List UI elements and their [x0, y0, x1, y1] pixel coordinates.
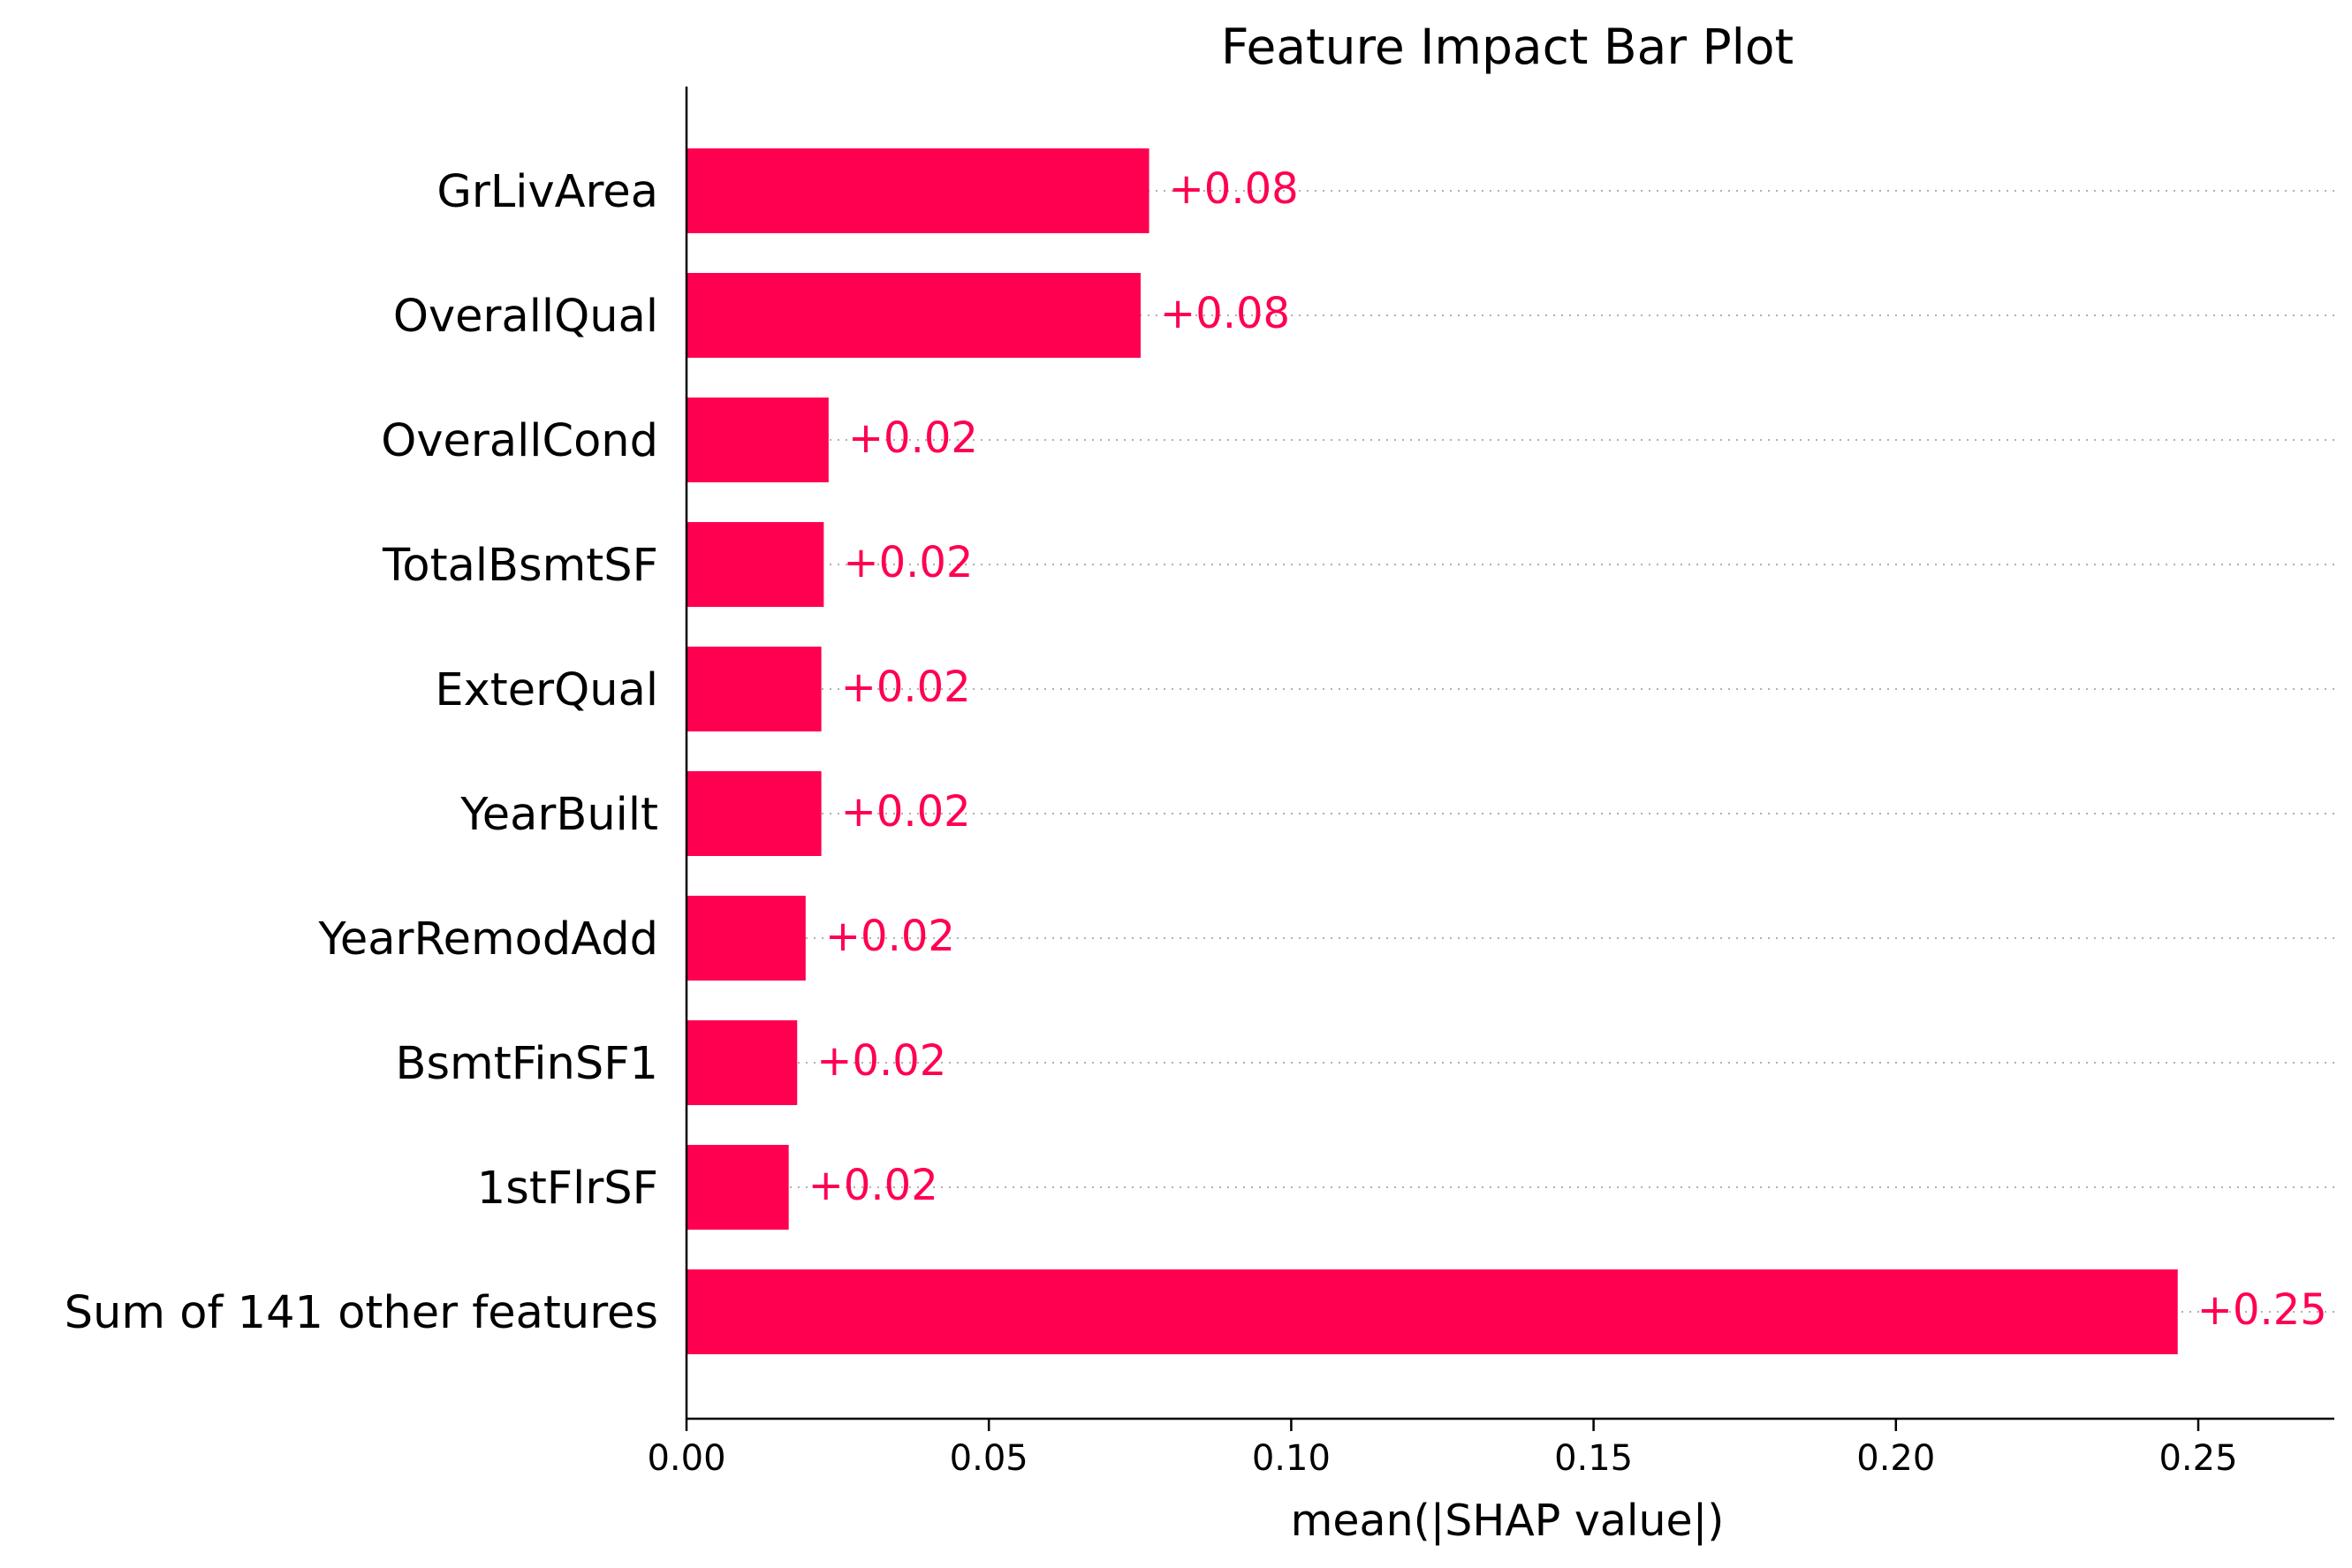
y-tick-label: BsmtFinSF1	[395, 1038, 658, 1090]
value-label: +0.25	[2197, 1285, 2327, 1335]
x-tick-label: 0.10	[1252, 1438, 1331, 1479]
y-tick-label: YearRemodAdd	[318, 913, 659, 966]
bar	[687, 522, 824, 607]
bar	[687, 771, 822, 856]
value-label: +0.02	[841, 663, 971, 712]
value-label: +0.08	[1169, 164, 1299, 214]
bar	[687, 896, 806, 981]
value-label: +0.02	[816, 1036, 946, 1086]
value-label: +0.02	[841, 787, 971, 837]
y-tick-label: TotalBsmtSF	[382, 540, 658, 592]
value-label: +0.02	[843, 538, 973, 587]
bar	[687, 1269, 2178, 1354]
y-tick-label: 1stFlrSF	[477, 1163, 658, 1215]
x-tick-label: 0.20	[1856, 1438, 1935, 1479]
x-axis-ticks: 0.00 0.05 0.10 0.15 0.20 0.25	[647, 1419, 2238, 1479]
bar	[687, 1020, 798, 1105]
bar	[687, 273, 1141, 358]
y-tick-label: OverallCond	[381, 415, 658, 467]
y-tick-label: OverallQual	[393, 291, 658, 343]
bars	[687, 148, 2178, 1354]
x-tick-label: 0.00	[647, 1438, 725, 1479]
value-label: +0.02	[848, 413, 978, 463]
y-tick-label: ExterQual	[435, 664, 658, 716]
x-tick-label: 0.25	[2159, 1438, 2237, 1479]
bar	[687, 647, 822, 731]
bar	[687, 1145, 789, 1230]
y-tick-label: Sum of 141 other features	[64, 1287, 658, 1339]
y-tick-label: GrLivArea	[436, 166, 658, 218]
x-tick-label: 0.05	[950, 1438, 1028, 1479]
x-tick-label: 0.15	[1554, 1438, 1633, 1479]
value-label: +0.08	[1160, 289, 1290, 338]
value-label: +0.02	[825, 912, 955, 961]
bar	[687, 398, 829, 482]
value-label: +0.02	[808, 1161, 938, 1210]
chart-title: Feature Impact Bar Plot	[1221, 19, 1794, 75]
y-tick-label: YearBuilt	[459, 789, 658, 841]
y-axis-labels: GrLivArea OverallQual OverallCond TotalBsmt…	[64, 166, 658, 1339]
x-axis-label: mean(|SHAP value|)	[1291, 1496, 1725, 1546]
bar	[687, 148, 1149, 233]
value-labels: +0.08 +0.08 +0.02 +0.02 +0.02 +0.02 +0.02 +0.02…	[808, 164, 2327, 1335]
